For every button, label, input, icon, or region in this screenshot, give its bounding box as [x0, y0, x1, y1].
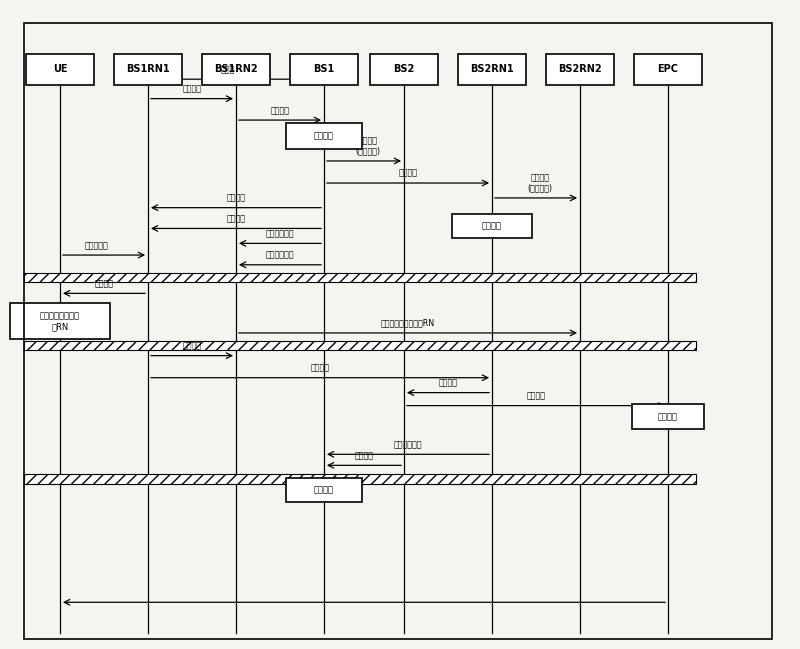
Text: BS1: BS1 [314, 64, 334, 75]
Text: 切换完成: 切换完成 [526, 391, 546, 400]
Text: 数据流: 数据流 [221, 65, 235, 74]
Text: 资源指示: 资源指示 [398, 169, 418, 178]
Text: 资源指示: 资源指示 [226, 193, 246, 202]
Text: 资源指示
(切换请求): 资源指示 (切换请求) [527, 173, 553, 193]
Text: EPC: EPC [658, 64, 678, 75]
Text: 测量报告响应: 测量报告响应 [266, 229, 294, 238]
Bar [24, 474, 696, 484]
Text: 切换完成确认: 切换完成确认 [394, 440, 422, 449]
Text: 切换完成: 切换完成 [310, 363, 330, 373]
Text: BS2: BS2 [394, 64, 414, 75]
FancyBboxPatch shape [10, 304, 110, 339]
Text: 测量报告: 测量报告 [270, 106, 290, 115]
FancyBboxPatch shape [290, 54, 358, 85]
Text: BS1RN1: BS1RN1 [126, 64, 170, 75]
FancyBboxPatch shape [452, 214, 532, 238]
FancyBboxPatch shape [632, 404, 704, 429]
Text: 开始前转数据: 开始前转数据 [266, 251, 294, 260]
Text: 上行链路切换到目
标RN: 上行链路切换到目 标RN [40, 312, 80, 331]
FancyBboxPatch shape [370, 54, 438, 85]
Bar [24, 273, 696, 282]
Text: BS1RN2: BS1RN2 [214, 64, 258, 75]
Text: 资源响应: 资源响应 [226, 214, 246, 223]
Text: 资源释放: 资源释放 [314, 485, 334, 495]
FancyBboxPatch shape [114, 54, 182, 85]
Text: BS2RN1: BS2RN1 [470, 64, 514, 75]
Text: 测量报告: 测量报告 [182, 84, 202, 93]
Text: 切换决定: 切换决定 [314, 132, 334, 141]
Text: 切换命令: 切换命令 [94, 279, 114, 288]
Text: 切换完成: 切换完成 [438, 378, 458, 387]
Bar [24, 341, 696, 350]
Text: 路径切换: 路径切换 [658, 412, 678, 421]
FancyBboxPatch shape [546, 54, 614, 85]
FancyBboxPatch shape [458, 54, 526, 85]
Text: BS2RN2: BS2RN2 [558, 64, 602, 75]
Text: UE: UE [53, 64, 67, 75]
Text: 资源释放: 资源释放 [354, 451, 374, 460]
FancyBboxPatch shape [286, 123, 362, 149]
FancyBboxPatch shape [26, 54, 94, 85]
FancyBboxPatch shape [202, 54, 270, 85]
Text: 资源预留: 资源预留 [482, 221, 502, 230]
Text: 上行链路切换至目标RN: 上行链路切换至目标RN [381, 319, 435, 328]
FancyBboxPatch shape [634, 54, 702, 85]
FancyBboxPatch shape [286, 478, 362, 502]
Text: 下行宏分集: 下行宏分集 [84, 241, 108, 250]
Text: 切换完成: 切换完成 [182, 341, 202, 350]
Text: 资源指示
(切换请求): 资源指示 (切换请求) [355, 136, 381, 156]
